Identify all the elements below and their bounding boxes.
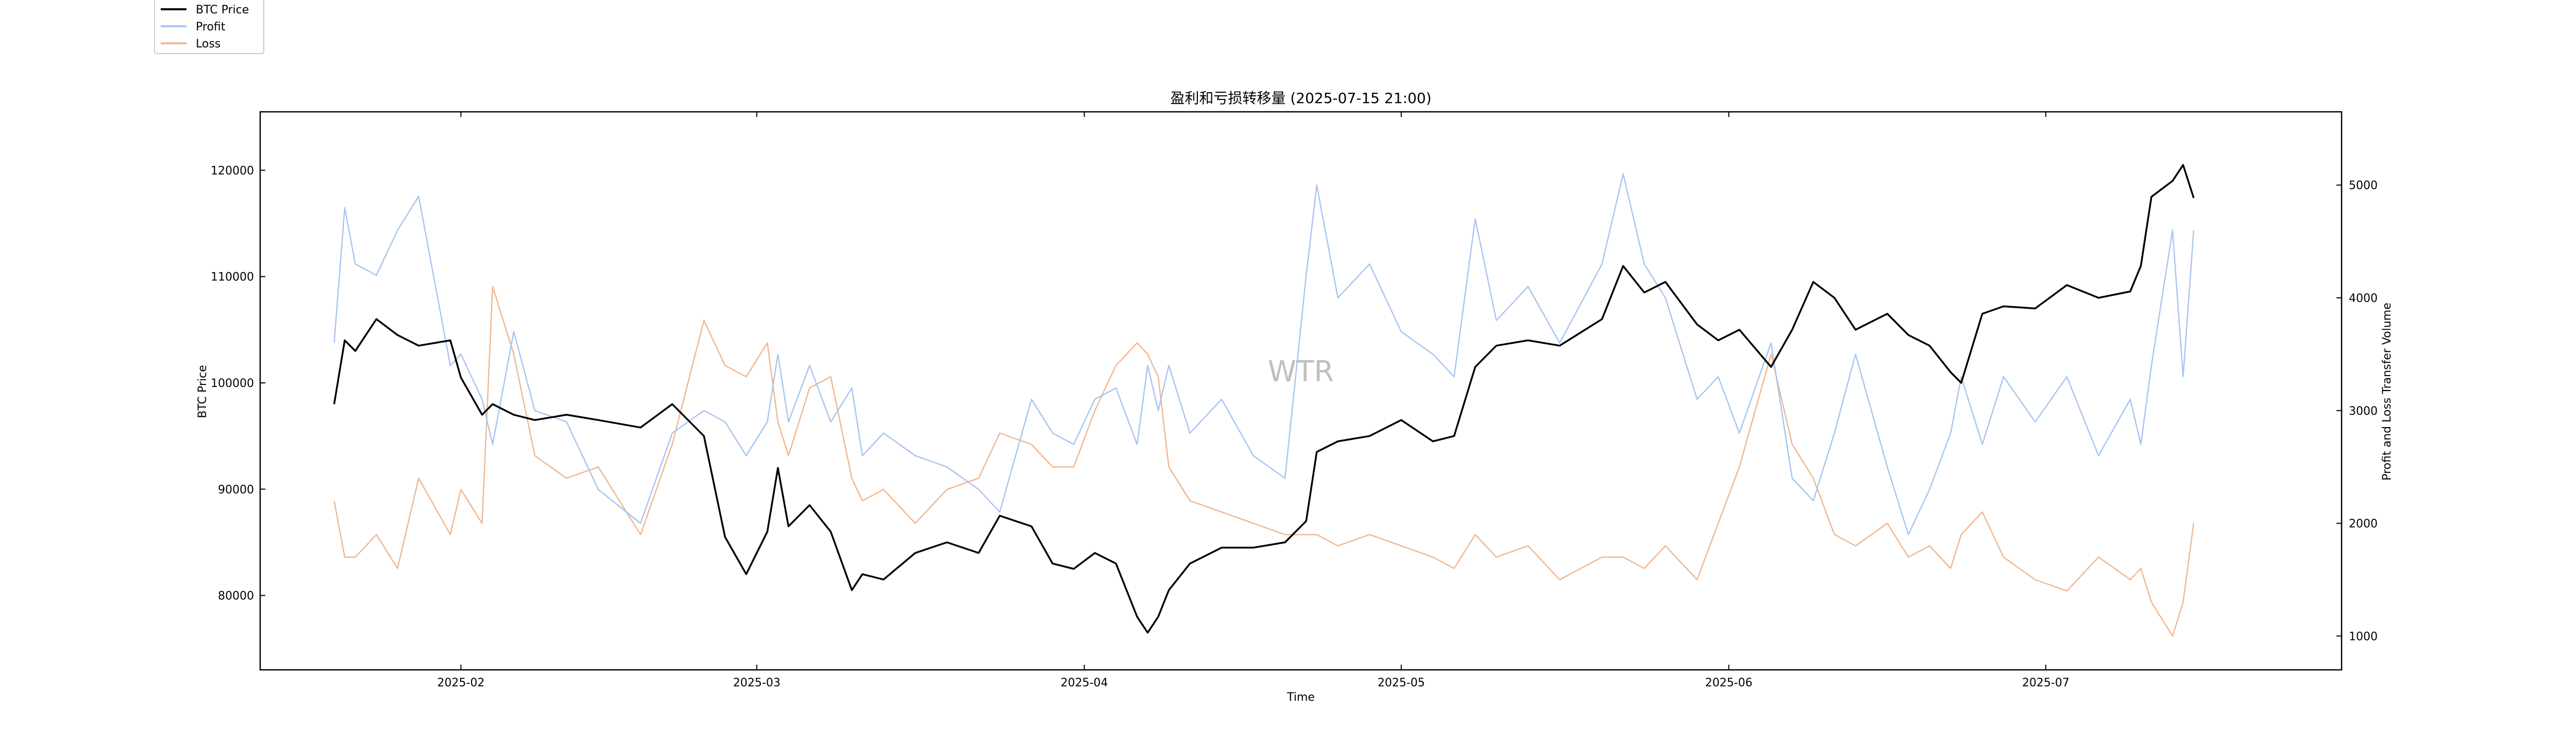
x-axis-label: Time [1286,691,1315,704]
y-axis-right: 1000 2000 3000 4000 5000 [2336,179,2378,643]
x-axis: 2025-02 2025-03 2025-04 2025-05 2025-06 2025-… [437,112,2070,689]
x-tick-label: 2025-02 [437,677,485,689]
series-line-profit [333,173,2195,535]
legend: BTC Price Profit Loss [154,0,264,54]
legend-label-profit: Profit [196,21,226,33]
legend-label-btc-price: BTC Price [196,4,249,16]
legend-label-loss: Loss [196,38,221,50]
y-axis-left: 80000 90000 100000 110000 120000 [211,164,265,603]
legend-frame [154,0,264,54]
x-tick-label: 2025-06 [1705,677,1753,689]
y-left-tick-label: 80000 [218,590,254,603]
y-left-tick-label: 120000 [211,164,254,177]
x-tick-label: 2025-03 [733,677,781,689]
x-tick-label: 2025-07 [2022,677,2070,689]
x-tick-label: 2025-05 [1378,677,1425,689]
y-right-tick-label: 2000 [2349,518,2378,531]
series-layer [333,164,2195,637]
y-right-tick-label: 1000 [2349,630,2378,643]
y-left-tick-label: 90000 [218,483,254,496]
y-left-tick-label: 100000 [211,377,254,390]
y-axis-left-label: BTC Price [196,365,209,418]
y-axis-right-label: Profit and Loss Transfer Volume [2381,302,2394,480]
y-left-tick-label: 110000 [211,271,254,284]
y-right-tick-label: 3000 [2349,405,2378,418]
y-right-tick-label: 5000 [2349,179,2378,192]
y-right-tick-label: 4000 [2349,292,2378,305]
plot-frame [259,111,2343,671]
chart-title: 盈利和亏损转移量 (2025-07-15 21:00) [1170,90,1431,107]
watermark: WTR [1268,355,1334,389]
x-tick-label: 2025-04 [1061,677,1108,689]
series-line-btc-price [333,164,2195,634]
